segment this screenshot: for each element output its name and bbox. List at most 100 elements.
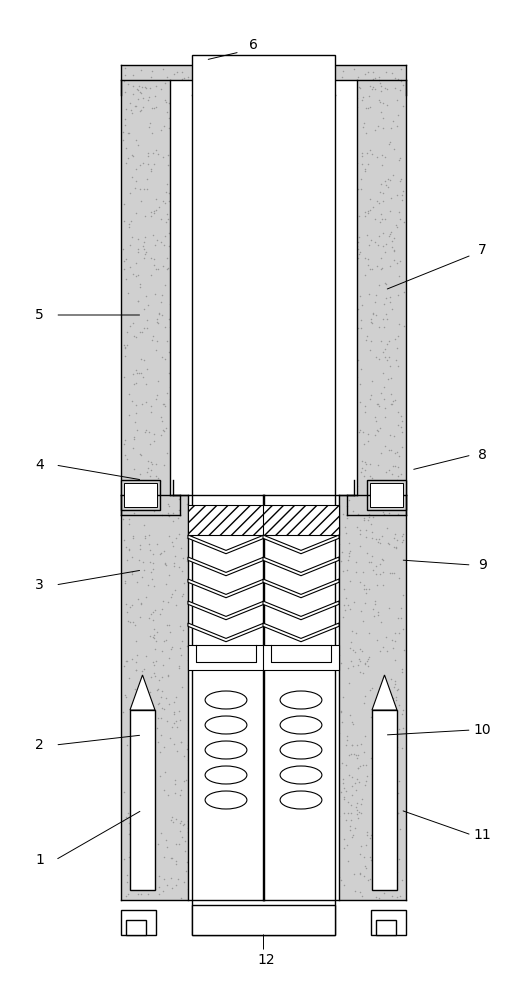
Point <box>307 650 316 666</box>
Point <box>384 785 392 801</box>
Point <box>150 831 159 847</box>
Point <box>390 141 398 157</box>
Point <box>339 775 347 791</box>
Point <box>242 782 251 798</box>
Point <box>136 103 144 119</box>
Point <box>352 481 360 497</box>
Point <box>392 692 401 708</box>
Point <box>214 526 222 542</box>
Point <box>343 440 351 456</box>
Point <box>243 702 252 718</box>
Point <box>230 500 238 516</box>
Point <box>353 750 361 766</box>
Point <box>142 779 151 795</box>
Point <box>377 333 385 349</box>
Point <box>160 118 168 134</box>
Point <box>349 446 358 462</box>
Point <box>383 745 391 761</box>
Point <box>155 493 163 509</box>
Point <box>392 689 400 705</box>
Point <box>234 643 242 659</box>
Point <box>362 757 370 773</box>
Point <box>381 173 389 189</box>
Point <box>140 181 148 197</box>
Point <box>153 311 161 327</box>
Point <box>247 850 255 866</box>
Point <box>197 563 206 579</box>
Point <box>142 80 151 96</box>
Point <box>362 529 370 545</box>
Point <box>140 250 148 266</box>
Point <box>164 668 172 684</box>
Point <box>386 294 395 310</box>
Polygon shape <box>263 557 339 576</box>
Point <box>343 78 351 94</box>
Point <box>384 179 392 195</box>
Point <box>341 737 350 753</box>
Point <box>165 193 173 209</box>
Point <box>172 172 180 188</box>
Point <box>164 120 173 136</box>
Point <box>226 766 234 782</box>
Point <box>382 629 391 645</box>
Point <box>149 604 158 620</box>
Point <box>358 665 367 681</box>
Point <box>180 70 188 86</box>
Point <box>131 617 139 633</box>
Point <box>230 558 238 574</box>
Point <box>367 311 375 327</box>
Point <box>157 122 165 138</box>
Point <box>186 546 194 562</box>
Point <box>172 203 180 219</box>
Point <box>391 70 399 86</box>
Point <box>139 517 148 533</box>
Point <box>353 795 361 811</box>
Point <box>245 671 253 687</box>
Point <box>132 633 141 649</box>
Point <box>203 573 212 589</box>
Point <box>131 180 139 196</box>
Point <box>217 757 226 773</box>
Point <box>385 483 393 499</box>
Point <box>329 847 337 863</box>
Point <box>353 155 362 171</box>
Point <box>302 849 310 865</box>
Point <box>372 842 380 858</box>
Point <box>354 250 362 266</box>
Point <box>336 337 345 353</box>
Point <box>210 795 219 811</box>
Point <box>333 132 341 148</box>
Point <box>348 829 356 845</box>
Point <box>214 653 223 669</box>
Point <box>178 79 186 95</box>
Point <box>169 311 178 327</box>
Point <box>282 751 290 767</box>
Point <box>301 871 310 887</box>
Point <box>298 606 306 622</box>
Point <box>314 836 322 852</box>
Point <box>174 871 182 887</box>
Point <box>373 577 381 593</box>
Point <box>354 804 363 820</box>
Point <box>128 393 136 409</box>
Text: 2: 2 <box>35 738 44 752</box>
Ellipse shape <box>280 741 322 759</box>
Point <box>238 764 247 780</box>
Point <box>335 117 343 133</box>
Point <box>354 760 362 776</box>
Point <box>286 886 294 902</box>
Point <box>212 506 220 522</box>
Point <box>233 809 241 825</box>
Point <box>256 706 265 722</box>
Point <box>145 527 153 543</box>
Point <box>346 98 354 114</box>
Point <box>221 512 230 528</box>
Point <box>300 700 308 716</box>
Point <box>149 776 158 792</box>
Bar <box>263 645 339 670</box>
Point <box>333 241 341 257</box>
Point <box>158 413 166 429</box>
Point <box>248 861 257 877</box>
Point <box>346 818 355 834</box>
Point <box>249 880 258 896</box>
